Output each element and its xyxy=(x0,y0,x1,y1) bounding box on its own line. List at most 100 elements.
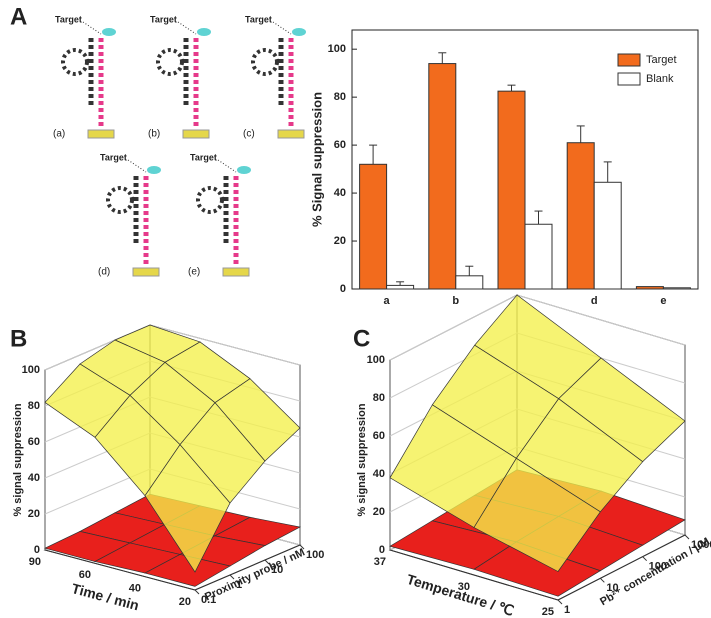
hairpin-loop xyxy=(156,48,184,76)
electrode xyxy=(222,267,250,277)
bar xyxy=(386,284,415,290)
x-tick-label: 40 xyxy=(129,583,141,595)
electrode xyxy=(87,129,115,139)
y-tick-label: 10 xyxy=(606,582,618,594)
target-label: Target xyxy=(100,152,127,162)
y-tick-label: 1000 xyxy=(691,539,711,551)
bar xyxy=(359,163,388,290)
target-label: Target xyxy=(245,14,272,24)
panel-label: A xyxy=(10,3,27,30)
diagram-label: (a) xyxy=(53,129,65,140)
label-tag xyxy=(147,166,161,174)
y-tick-label: 100 xyxy=(328,43,346,55)
diagram-label: (b) xyxy=(148,129,160,140)
hairpin-loop xyxy=(61,48,89,76)
y-tick xyxy=(229,574,235,580)
y-tick xyxy=(299,544,305,550)
x-tick-label: a xyxy=(384,295,391,307)
z-tick-label: 20 xyxy=(373,506,385,518)
label-tag xyxy=(197,28,211,36)
electrode xyxy=(182,129,210,139)
x-tick-label: d xyxy=(591,295,598,307)
z-tick-label: 100 xyxy=(22,364,40,376)
legend-label: Target xyxy=(646,54,677,66)
bar xyxy=(635,286,664,290)
z-axis-label: % signal suppression xyxy=(356,403,368,516)
tether xyxy=(82,21,102,35)
legend-swatch xyxy=(617,72,641,86)
y-tick-label: 100 xyxy=(649,561,667,573)
y-tick xyxy=(194,589,200,595)
bar xyxy=(566,142,595,290)
target-label: Target xyxy=(55,14,82,24)
legend-label: Blank xyxy=(646,73,674,85)
legend-swatch xyxy=(617,53,641,67)
y-tick xyxy=(557,599,563,605)
surface-patch xyxy=(144,554,231,587)
x-tick-label: 25 xyxy=(542,606,554,618)
diagram-label: (c) xyxy=(243,129,255,140)
hairpin-loop xyxy=(106,186,134,214)
tether xyxy=(217,159,237,173)
z-tick-label: 100 xyxy=(367,354,385,366)
z-tick-label: 0 xyxy=(379,544,385,556)
hairpin-loop xyxy=(251,48,279,76)
y-tick-label: 80 xyxy=(334,91,346,103)
diagram-label: (e) xyxy=(188,267,200,278)
y-tick xyxy=(599,577,605,583)
y-tick-label: 10 xyxy=(271,564,283,576)
label-tag xyxy=(237,166,251,174)
z-tick-label: 80 xyxy=(373,392,385,404)
bar xyxy=(428,63,457,290)
x-tick-label: 90 xyxy=(29,556,41,568)
x-tick-label: 30 xyxy=(458,581,470,593)
y-tick-label: 20 xyxy=(334,235,346,247)
panel-label: C xyxy=(353,325,370,352)
bar xyxy=(497,90,526,290)
y-tick-label: 60 xyxy=(334,139,346,151)
bar xyxy=(455,275,484,290)
label-tag xyxy=(292,28,306,36)
y-axis-label: % Signal suppression xyxy=(309,92,324,227)
tether xyxy=(272,21,292,35)
x-axis-label: Temperature / ℃ xyxy=(405,571,516,618)
electrode xyxy=(132,267,160,277)
z-tick-label: 40 xyxy=(373,468,385,480)
electrode xyxy=(277,129,305,139)
tether xyxy=(127,159,147,173)
surface-patch xyxy=(473,457,601,572)
x-tick-label: 20 xyxy=(179,596,191,608)
z-tick-label: 60 xyxy=(28,436,40,448)
target-label: Target xyxy=(150,14,177,24)
z-tick-label: 80 xyxy=(28,400,40,412)
surface-patch xyxy=(144,444,231,573)
hairpin-loop xyxy=(196,186,224,214)
y-tick-label: 0.1 xyxy=(201,594,216,606)
y-tick xyxy=(642,556,648,562)
label-tag xyxy=(102,28,116,36)
axis-edge xyxy=(194,544,301,591)
y-tick-label: 100 xyxy=(306,549,324,561)
y-tick-label: 40 xyxy=(334,187,346,199)
panel-label: B xyxy=(10,325,27,352)
y-tick-label: 0 xyxy=(340,283,346,295)
tether xyxy=(177,21,197,35)
z-tick-label: 40 xyxy=(28,472,40,484)
z-tick-label: 60 xyxy=(373,430,385,442)
bar xyxy=(662,287,691,290)
diagram-label: (d) xyxy=(98,267,110,278)
x-tick-label: b xyxy=(452,295,459,307)
y-tick-label: 1 xyxy=(236,579,242,591)
z-axis-label: % signal suppression xyxy=(12,403,24,516)
z-tick-label: 20 xyxy=(28,508,40,520)
bar xyxy=(593,181,622,290)
y-tick xyxy=(684,534,690,540)
x-tick-label: e xyxy=(660,295,666,307)
axis-edge xyxy=(389,549,559,601)
axis-edge xyxy=(557,534,686,601)
x-tick-label: 60 xyxy=(79,569,91,581)
axis-edge xyxy=(44,549,196,591)
x-tick-label: 37 xyxy=(374,556,386,568)
bar xyxy=(524,223,553,290)
